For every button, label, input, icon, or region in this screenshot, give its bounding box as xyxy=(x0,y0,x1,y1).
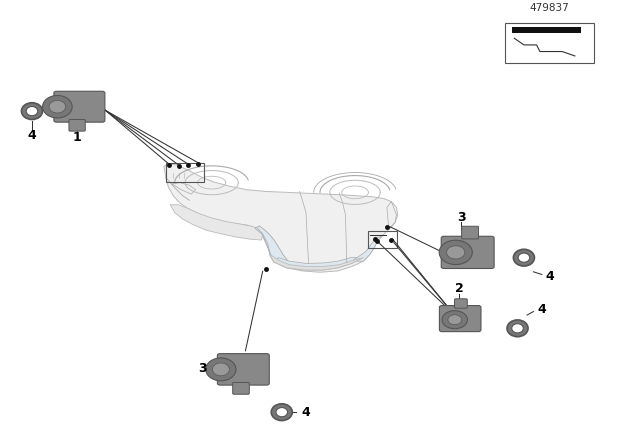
Polygon shape xyxy=(164,164,397,272)
Ellipse shape xyxy=(42,95,72,118)
FancyBboxPatch shape xyxy=(54,91,105,122)
Text: 2: 2 xyxy=(454,282,463,295)
Text: 3: 3 xyxy=(198,362,207,375)
Bar xyxy=(513,27,581,33)
Text: 4: 4 xyxy=(545,270,554,283)
FancyBboxPatch shape xyxy=(69,120,85,131)
Polygon shape xyxy=(274,258,362,270)
Bar xyxy=(505,23,594,63)
Polygon shape xyxy=(170,205,262,240)
Polygon shape xyxy=(255,226,294,268)
Bar xyxy=(369,231,397,248)
Bar xyxy=(166,163,204,182)
Ellipse shape xyxy=(518,253,530,262)
Ellipse shape xyxy=(22,103,42,120)
Ellipse shape xyxy=(447,246,465,259)
Ellipse shape xyxy=(439,240,472,265)
FancyBboxPatch shape xyxy=(218,353,269,385)
FancyBboxPatch shape xyxy=(454,299,467,308)
Ellipse shape xyxy=(512,324,524,333)
FancyBboxPatch shape xyxy=(440,306,481,332)
Text: 479837: 479837 xyxy=(529,3,569,13)
Ellipse shape xyxy=(442,311,467,329)
Polygon shape xyxy=(270,256,364,270)
Ellipse shape xyxy=(507,320,528,337)
Text: 4: 4 xyxy=(538,303,546,316)
Ellipse shape xyxy=(276,408,287,417)
Text: 1: 1 xyxy=(72,131,81,144)
FancyBboxPatch shape xyxy=(233,383,250,394)
FancyBboxPatch shape xyxy=(461,226,479,239)
Ellipse shape xyxy=(448,315,461,325)
Ellipse shape xyxy=(205,358,236,381)
Ellipse shape xyxy=(513,249,534,266)
Text: 3: 3 xyxy=(457,211,466,224)
Ellipse shape xyxy=(212,363,229,376)
FancyBboxPatch shape xyxy=(441,236,494,268)
Text: 4: 4 xyxy=(301,406,310,419)
Text: 4: 4 xyxy=(28,129,36,142)
Ellipse shape xyxy=(26,107,38,116)
Ellipse shape xyxy=(271,404,292,421)
Ellipse shape xyxy=(49,100,66,113)
Polygon shape xyxy=(352,236,383,261)
